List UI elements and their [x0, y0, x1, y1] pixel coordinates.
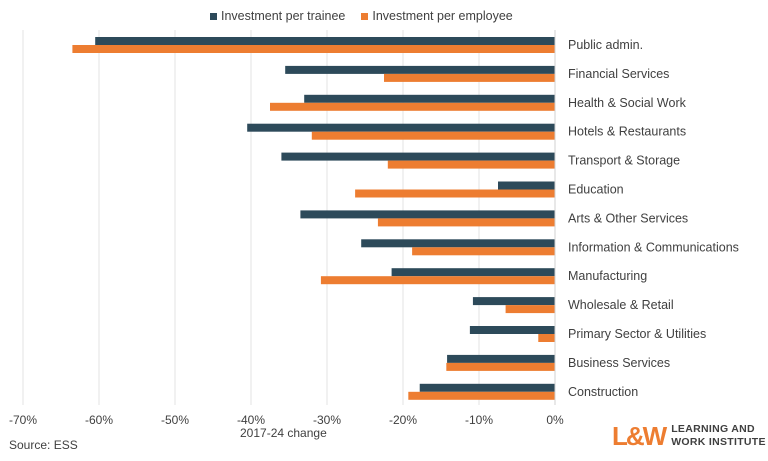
bar-investment-per-employee — [384, 73, 555, 82]
bar-investment-per-trainee — [419, 383, 555, 392]
bar-investment-per-employee — [505, 305, 555, 314]
bar-investment-per-trainee — [304, 94, 555, 103]
x-tick-label: 0% — [546, 413, 564, 427]
legend-swatch-trainee — [210, 12, 217, 20]
category-label: Construction — [568, 385, 638, 399]
lw-logo: L&W LEARNING AND WORK INSTITUTE — [612, 423, 766, 449]
bar-investment-per-trainee — [285, 65, 555, 74]
logo-text-line1: LEARNING AND — [671, 423, 755, 435]
chart-legend: Investment per trainee Investment per em… — [210, 9, 513, 23]
bar-investment-per-employee — [446, 362, 555, 371]
category-label: Education — [568, 183, 624, 197]
x-tick-label: -50% — [161, 413, 189, 427]
category-label: Manufacturing — [568, 269, 647, 283]
source-note: Source: ESS — [9, 438, 78, 452]
bar-investment-per-trainee — [469, 326, 555, 334]
bar-investment-per-employee — [538, 334, 555, 342]
bar-investment-per-trainee — [391, 268, 555, 277]
bar-investment-per-trainee — [281, 152, 555, 161]
category-label: Information & Communications — [568, 240, 739, 254]
category-label: Health & Social Work — [568, 96, 687, 110]
x-tick-label: -20% — [389, 413, 417, 427]
bar-investment-per-trainee — [361, 239, 555, 248]
bar-investment-per-employee — [377, 218, 555, 227]
category-label: Business Services — [568, 356, 670, 370]
bar-investment-per-employee — [320, 276, 555, 285]
bar-investment-per-trainee — [498, 181, 555, 190]
logo-text: LEARNING AND WORK INSTITUTE — [671, 423, 766, 449]
bar-investment-per-employee — [387, 160, 555, 169]
legend-swatch-employee — [361, 12, 369, 20]
category-label: Public admin. — [568, 38, 643, 52]
logo-mark: L&W — [612, 421, 667, 451]
bar-investment-per-trainee — [447, 354, 555, 363]
bar-investment-per-trainee — [472, 297, 555, 306]
category-label: Transport & Storage — [568, 154, 680, 168]
category-label: Financial Services — [568, 67, 669, 81]
bar-investment-per-employee — [412, 247, 555, 256]
x-axis-label: 2017-24 change — [240, 426, 327, 440]
bar-investment-per-employee — [270, 102, 555, 111]
bar-investment-per-trainee — [95, 37, 555, 45]
category-label: Wholesale & Retail — [568, 298, 674, 312]
x-tick-label: -40% — [237, 413, 265, 427]
category-label: Hotels & Restaurants — [568, 125, 686, 139]
legend-label-employee: Investment per employee — [372, 9, 513, 23]
bar-investment-per-trainee — [247, 123, 555, 132]
legend-item-trainee: Investment per trainee — [210, 9, 345, 23]
x-tick-label: -70% — [9, 413, 37, 427]
bar-investment-per-employee — [355, 189, 555, 198]
legend-label-trainee: Investment per trainee — [221, 9, 346, 23]
logo-text-line2: WORK INSTITUTE — [671, 436, 766, 448]
bar-investment-per-employee — [311, 131, 555, 140]
x-tick-label: -10% — [465, 413, 493, 427]
category-label: Arts & Other Services — [568, 211, 688, 225]
bar-investment-per-employee — [72, 45, 556, 53]
x-tick-label: -60% — [85, 413, 113, 427]
x-tick-label: -30% — [313, 413, 341, 427]
bar-investment-per-trainee — [300, 210, 555, 219]
category-label: Primary Sector & Utilities — [568, 327, 706, 341]
bar-investment-per-employee — [408, 391, 555, 400]
legend-item-employee: Investment per employee — [361, 9, 513, 23]
